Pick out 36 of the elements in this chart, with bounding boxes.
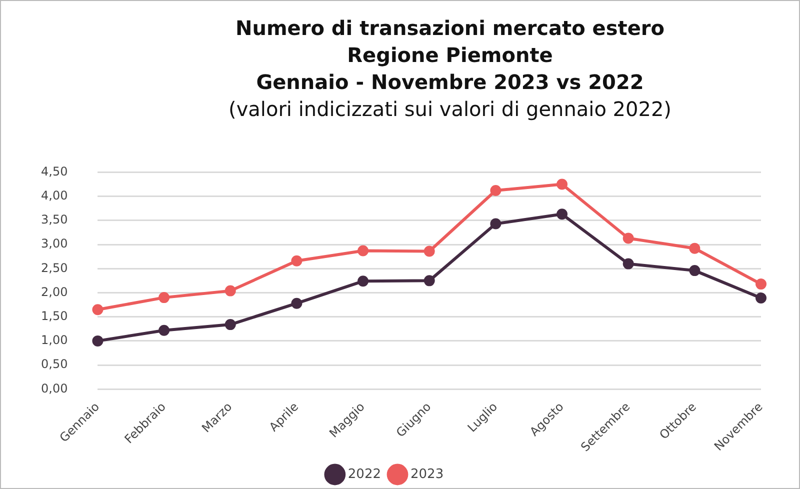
point (358, 276, 369, 287)
point (622, 258, 634, 270)
point (556, 208, 568, 220)
y-tick-label: 3,00 (41, 236, 68, 251)
y-tick-label: 2,50 (41, 260, 68, 275)
point (622, 232, 634, 244)
point (689, 242, 700, 254)
point (291, 255, 302, 266)
point (756, 278, 766, 290)
point (358, 245, 369, 256)
point (689, 265, 700, 276)
y-tick-label: 0,50 (41, 357, 68, 372)
y-tick-label: 4,50 (41, 164, 68, 178)
point (92, 335, 104, 346)
point (490, 218, 502, 230)
point (158, 292, 170, 304)
point (556, 178, 568, 190)
chart-title: Numero di transazioni mercato estero Regione Piemonte Gennaio - Novembre 2023 vs 2022 (234, 15, 666, 96)
legend-label: 2023 (410, 466, 444, 482)
point (756, 292, 766, 304)
point (490, 185, 502, 196)
chart-subtitle: (valori indicizzati sui valori di gennaio 2022) (228, 96, 672, 123)
y-tick-label: 3,50 (41, 212, 68, 227)
y-tick-label: 0,00 (41, 381, 68, 396)
y-tick-label: 1,50 (41, 308, 68, 323)
point (224, 319, 236, 330)
point (158, 324, 170, 336)
point (224, 285, 236, 296)
point (424, 275, 435, 286)
point (291, 298, 302, 309)
y-tick-label: 2,00 (41, 284, 68, 299)
point (424, 246, 435, 257)
legend-label: 2022 (348, 466, 382, 482)
y-tick-label: 1,00 (41, 333, 68, 348)
point (92, 304, 104, 316)
y-tick-label: 4,00 (41, 188, 68, 202)
